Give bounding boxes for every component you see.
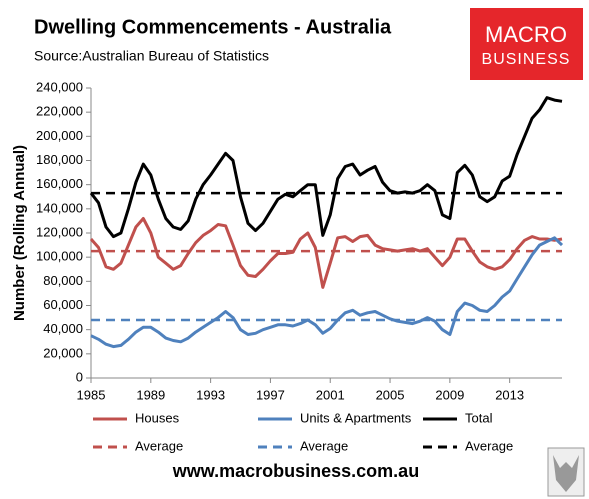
logo-text: MACRO [485, 22, 567, 47]
chart-subtitle: Source:Australian Bureau of Statistics [34, 48, 269, 64]
chart-title: Dwelling Commencements - Australia [34, 16, 392, 38]
footer-url: www.macrobusiness.com.au [172, 461, 419, 481]
y-tick-label: 120,000 [36, 224, 83, 239]
y-tick-label: 20,000 [43, 345, 83, 360]
y-tick-label: 100,000 [36, 249, 83, 264]
series-line [90, 236, 564, 349]
x-tick-label: 1993 [196, 387, 225, 402]
x-tick-label: 1997 [256, 387, 285, 402]
wolf-icon [547, 447, 585, 497]
x-tick-label: 2009 [435, 387, 464, 402]
y-tick-label: 60,000 [43, 297, 83, 312]
legend-label: Average [300, 438, 348, 453]
y-tick-label: 220,000 [36, 104, 83, 119]
y-tick-label: 40,000 [43, 321, 83, 336]
legend-label: Average [465, 438, 513, 453]
y-tick-label: 200,000 [36, 128, 83, 143]
y-axis-label: Number (Rolling Annual) [11, 145, 28, 321]
y-tick-label: 80,000 [43, 273, 83, 288]
y-tick-label: 0 [76, 369, 83, 384]
y-tick-label: 160,000 [36, 176, 83, 191]
series-line [89, 96, 563, 239]
legend-label: Units & Apartments [300, 410, 412, 425]
legend-label: Total [465, 410, 493, 425]
y-tick-label: 140,000 [36, 200, 83, 215]
legend-label: Houses [135, 410, 180, 425]
x-tick-label: 2013 [495, 387, 524, 402]
series-line [89, 217, 563, 289]
legend-label: Average [135, 438, 183, 453]
y-tick-label: 180,000 [36, 152, 83, 167]
x-tick-label: 2005 [376, 387, 405, 402]
logo-text: BUSINESS [482, 51, 571, 68]
x-tick-label: 1989 [136, 387, 165, 402]
y-tick-label: 240,000 [36, 79, 83, 94]
logo-box [470, 8, 583, 80]
x-tick-label: 1985 [77, 387, 106, 402]
x-tick-label: 2001 [316, 387, 345, 402]
